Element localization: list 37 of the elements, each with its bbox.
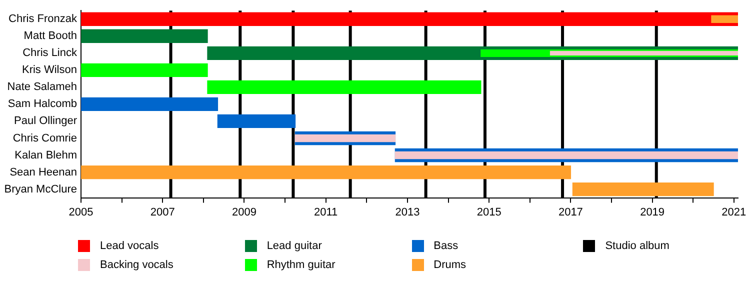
legend-label: Studio album xyxy=(605,240,670,252)
x-tick-label: 2021 xyxy=(722,206,746,218)
bar xyxy=(81,165,572,180)
bar xyxy=(207,80,482,94)
bar xyxy=(81,97,218,112)
y-tick-label: Kris Wilson xyxy=(22,64,77,76)
y-tick-label: Kalan Blehm xyxy=(14,149,77,162)
bar xyxy=(294,134,396,142)
x-tick-label: 2019 xyxy=(640,206,665,218)
x-tick-label: 2013 xyxy=(395,206,420,218)
y-tick-label: Paul Ollinger xyxy=(14,115,78,128)
y-tick-label: Sam Halcomb xyxy=(8,98,77,110)
bar xyxy=(81,12,738,26)
y-tick-label: Matt Booth xyxy=(24,30,77,42)
x-tick-label: 2005 xyxy=(68,206,94,218)
y-tick-label: Bryan McClure xyxy=(4,183,77,196)
y-tick-label: Chris Fronzak xyxy=(8,13,78,26)
x-tick-label: 2017 xyxy=(558,206,583,218)
x-tick-label: 2007 xyxy=(150,206,175,218)
x-tick-label: 2009 xyxy=(232,206,256,218)
legend-label: Drums xyxy=(434,258,466,270)
legend-label: Lead guitar xyxy=(266,240,322,252)
bar xyxy=(394,151,738,160)
legend-label: Bass xyxy=(434,240,458,252)
legend-label: Lead vocals xyxy=(100,240,159,252)
y-tick-label: Chris Comrie xyxy=(12,132,77,144)
y-tick-label: Sean Heenan xyxy=(10,166,77,178)
bar xyxy=(572,182,714,196)
y-tick-label: Nate Salameh xyxy=(7,81,77,94)
bar xyxy=(81,63,208,77)
y-tick-label: Chris Linck xyxy=(22,47,78,60)
x-tick-label: 2015 xyxy=(476,206,502,218)
bar xyxy=(81,29,208,43)
legend-label: Rhythm guitar xyxy=(266,258,336,270)
x-tick-label: 2011 xyxy=(314,206,338,218)
bar xyxy=(217,114,296,128)
legend-label: Backing vocals xyxy=(100,258,174,270)
